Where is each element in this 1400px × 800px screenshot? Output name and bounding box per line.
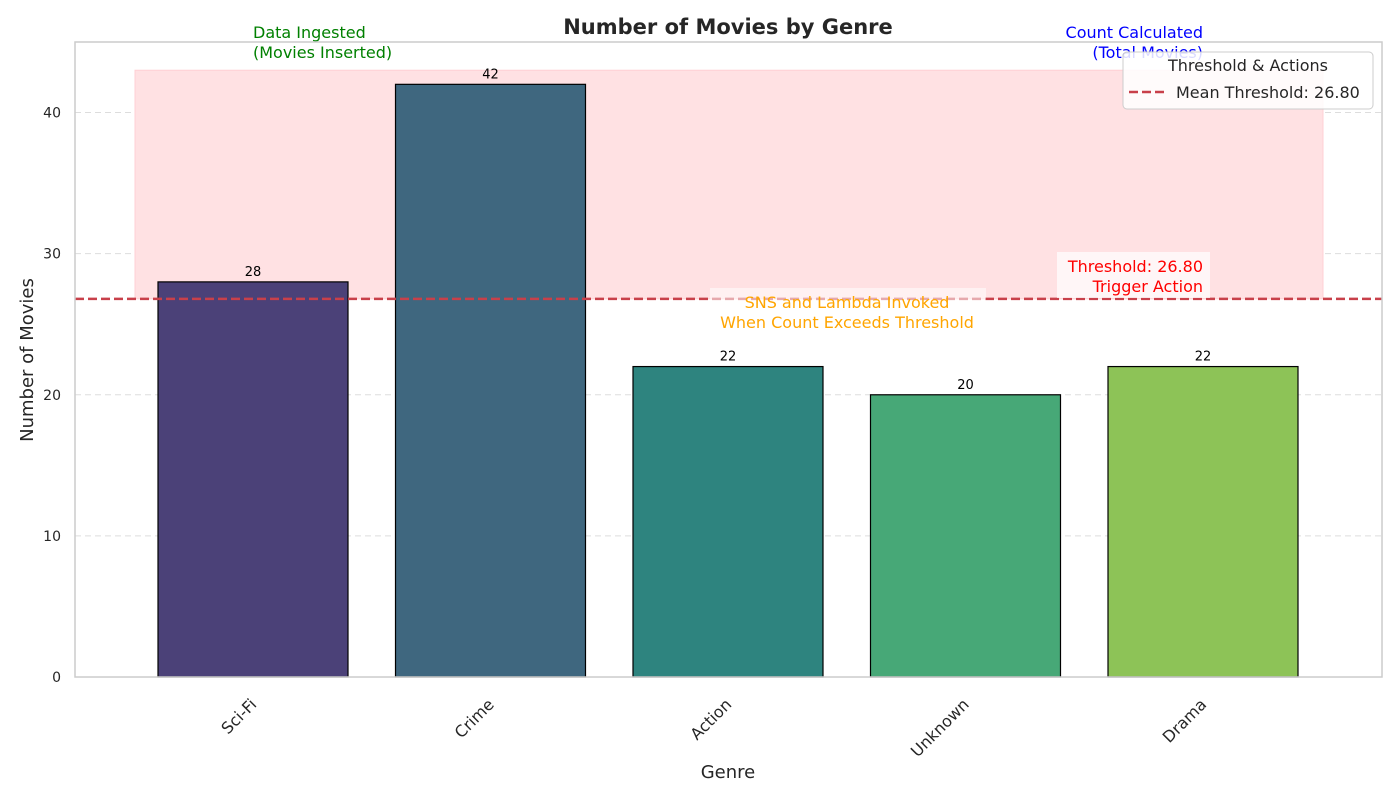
annotation-data-ingested: Data Ingested (Movies Inserted) — [253, 23, 392, 62]
legend: Threshold & Actions Mean Threshold: 26.80 — [1122, 51, 1374, 110]
x-tick-label: Crime — [451, 695, 498, 742]
chart-title: Number of Movies by Genre — [563, 15, 893, 39]
plot-frame — [74, 41, 1383, 678]
x-tick-label: Action — [686, 695, 735, 744]
x-axis-label: Genre — [701, 762, 756, 783]
legend-title: Threshold & Actions — [1167, 56, 1328, 75]
x-tick-label: Unknown — [907, 695, 973, 761]
bar — [869, 394, 1062, 678]
y-axis-label: Number of Movies — [17, 278, 38, 442]
bar-value-label: 22 — [720, 350, 737, 365]
x-tick-label: Sci-Fi — [217, 695, 260, 738]
y-tick-label: 30 — [43, 247, 61, 263]
legend-box — [1122, 51, 1374, 110]
annotation-sns-background — [710, 288, 986, 310]
bar-value-label: 20 — [957, 378, 974, 393]
bar-value-label: 22 — [1195, 350, 1212, 365]
bar — [632, 365, 824, 678]
x-tick-label: Drama — [1159, 695, 1211, 747]
annotation-layer: Data Ingested (Movies Inserted)Count Calc… — [253, 23, 1210, 332]
y-tick-label: 0 — [52, 670, 61, 686]
bar — [394, 83, 587, 678]
y-tick-label: 20 — [43, 388, 61, 404]
y-tick-label: 40 — [43, 106, 61, 122]
annotation-threshold: Threshold: 26.80 Trigger Action — [1067, 257, 1203, 296]
y-tick-label: 10 — [43, 529, 61, 545]
bar — [157, 281, 349, 678]
bar — [1107, 365, 1299, 678]
annotation-threshold-background — [1057, 252, 1210, 298]
legend-entry: Mean Threshold: 26.80 — [1176, 83, 1360, 102]
annotation-sns-lambda: SNS and Lambda Invoked When Count Exceeds… — [720, 293, 974, 332]
bar-value-label: 28 — [245, 265, 262, 280]
bar-value-label: 42 — [482, 67, 499, 82]
bars-layer: 28 42 22 20 22 — [157, 67, 1299, 678]
